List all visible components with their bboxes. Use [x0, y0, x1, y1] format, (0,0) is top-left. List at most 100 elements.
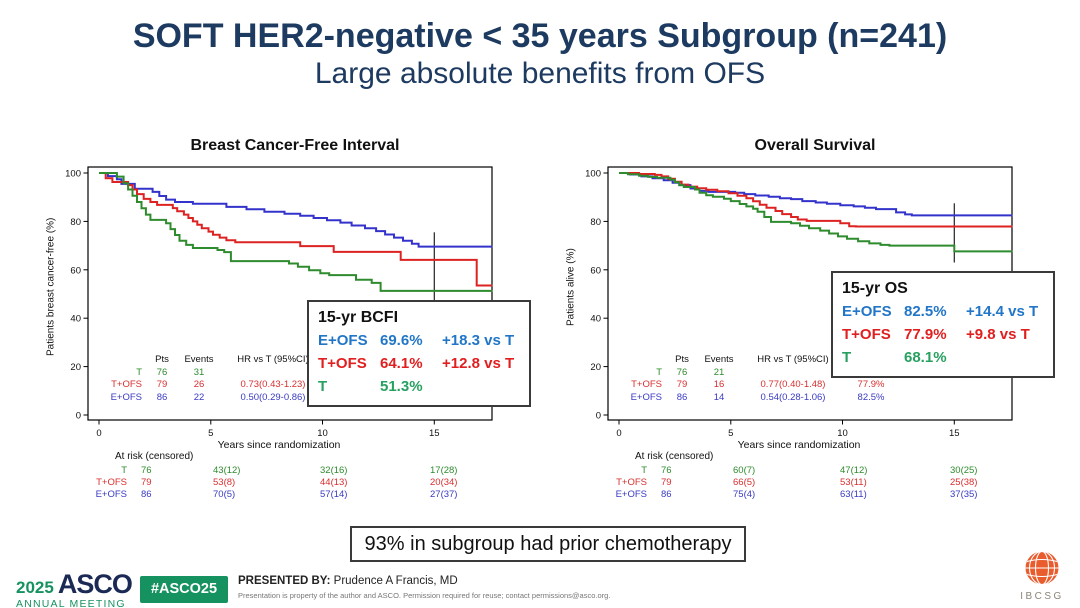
- result-row-diff: [442, 375, 520, 398]
- x-tick-label: 15: [429, 428, 440, 439]
- stats-row-pts: 86: [156, 391, 168, 403]
- stats-row-name: T: [656, 366, 662, 378]
- stats-row-name: T+OFS: [111, 379, 142, 390]
- result-row-value: 77.9%: [904, 326, 947, 343]
- atrisk-value: 66(5): [733, 477, 756, 488]
- result-row: T 51.3%: [318, 375, 520, 398]
- ibcsg-wordmark: IBCSG: [1020, 591, 1064, 602]
- y-tick-label: 20: [590, 362, 601, 373]
- os-result-box: 15-yr OS E+OFS 82.5% +14.4 vs T T+OFS 77…: [831, 271, 1055, 378]
- stats-row-est: 77.9%: [857, 379, 885, 390]
- stats-row-pts: 79: [676, 379, 688, 390]
- atrisk-row-name: T+OFS: [616, 477, 647, 488]
- permission-disclaimer: Presentation is property of the author a…: [238, 591, 611, 600]
- x-tick-label: 5: [208, 428, 213, 439]
- atrisk-row-name: E+OFS: [95, 489, 127, 500]
- atrisk-value: 43(12): [213, 465, 241, 476]
- os-plot: 0 20 40 60 80 100 0 5 10 15: [585, 166, 1013, 439]
- hashtag-badge: #ASCO25: [140, 576, 228, 603]
- bcfi-y-axis-label: Patients breast cancer-free (%): [45, 217, 57, 357]
- stats-row-pts: 76: [156, 366, 168, 378]
- atrisk-value: 86: [141, 489, 152, 500]
- os-atrisk-label: At risk (censored): [635, 451, 714, 462]
- y-tick-label: 40: [590, 314, 601, 325]
- stats-row-pts: 86: [676, 391, 688, 403]
- atrisk-value: 86: [661, 489, 672, 500]
- stats-row-hr: 0.54(0.28-1.06): [760, 391, 826, 403]
- result-row-value: 68.1%: [904, 349, 947, 366]
- result-row: T+OFS 64.1% +12.8 vs T: [318, 352, 520, 375]
- os-chart-title: Overall Survival: [754, 137, 876, 154]
- result-row-diff: +9.8 vs T: [966, 326, 1030, 343]
- bcfi-x-axis-label: Years since randomization: [217, 439, 341, 451]
- result-row-name: E+OFS: [318, 332, 368, 349]
- result-box-title: 15-yr OS: [842, 280, 908, 297]
- result-row-value: 82.5%: [904, 303, 947, 320]
- stats-row-name: T: [136, 366, 142, 378]
- asco-logo-top: 2025 ASCO: [16, 569, 133, 599]
- result-row: T+OFS 77.9% +9.8 vs T: [842, 323, 1044, 346]
- y-tick-label: 60: [590, 265, 601, 276]
- km-curve-t: [619, 172, 1013, 253]
- stats-header-spacer: [97, 354, 147, 367]
- atrisk-value: 44(13): [320, 477, 348, 488]
- result-box-title: 15-yr BCFI: [318, 309, 399, 326]
- result-row-name: T: [318, 378, 328, 395]
- atrisk-value: 60(7): [733, 465, 756, 476]
- atrisk-value: 32(16): [320, 465, 348, 476]
- slide-title-line2: Large absolute benefits from OFS: [314, 57, 766, 91]
- atrisk-value: 75(4): [733, 489, 756, 500]
- atrisk-value: 53(11): [840, 477, 867, 488]
- stats-row-events: 31: [193, 366, 205, 378]
- y-tick-label: 40: [70, 314, 81, 325]
- stats-row-name: T+OFS: [631, 379, 662, 390]
- stats-header-pts: Pts: [675, 354, 689, 365]
- atrisk-value: 25(38): [950, 477, 978, 488]
- y-tick-label: 20: [70, 362, 81, 373]
- atrisk-row-name: T: [121, 465, 127, 476]
- y-tick-label: 0: [76, 411, 81, 422]
- stats-row-events: 21: [713, 366, 725, 378]
- atrisk-value: 53(8): [213, 477, 236, 488]
- plot-frame: [87, 166, 493, 421]
- atrisk-value: 63(11): [840, 489, 867, 500]
- y-tick-label: 0: [596, 411, 601, 422]
- km-curve-t-ofs: [99, 172, 493, 287]
- stats-row-events: 26: [193, 379, 205, 390]
- stats-header-spacer: [617, 354, 667, 367]
- asco-year: 2025: [16, 578, 54, 597]
- asco-wordmark: ASCO: [57, 569, 133, 599]
- result-row-diff: +12.8 vs T: [442, 355, 515, 372]
- bcfi-result-box: 15-yr BCFI E+OFS 69.6% +18.3 vs T T+OFS …: [307, 300, 531, 407]
- asco-logo: 2025 ASCO ANNUAL MEETING: [16, 569, 133, 608]
- km-curve-t: [99, 172, 493, 292]
- stats-row-hr: [741, 367, 845, 380]
- atrisk-value: 47(12): [840, 465, 868, 476]
- result-row-diff: [966, 346, 1044, 369]
- result-row: E+OFS 82.5% +14.4 vs T: [842, 300, 1044, 323]
- result-row: T 68.1%: [842, 346, 1044, 369]
- km-curve-e-ofs: [99, 172, 493, 248]
- stats-row-hr: 0.73(0.43-1.23): [240, 379, 306, 390]
- atrisk-value: 79: [141, 477, 152, 488]
- x-tick-label: 15: [949, 428, 960, 439]
- bcfi-panel: Breast Cancer-Free Interval Patients bre…: [45, 133, 545, 508]
- x-tick-label: 10: [317, 428, 328, 439]
- result-row-value: 64.1%: [380, 355, 423, 372]
- x-tick-label: 10: [837, 428, 848, 439]
- result-row-diff: +14.4 vs T: [966, 303, 1039, 320]
- stats-row-pts: 76: [676, 366, 688, 378]
- stats-header-events: Events: [704, 354, 734, 365]
- result-row-name: T+OFS: [842, 326, 891, 343]
- asco-annual-meeting: ANNUAL MEETING: [16, 598, 126, 608]
- chemotherapy-callout: 93% in subgroup had prior chemotherapy: [350, 526, 746, 562]
- stats-row-est: 82.5%: [857, 391, 885, 403]
- result-row-name: E+OFS: [842, 303, 892, 320]
- y-tick-label: 80: [590, 217, 601, 228]
- y-tick-label: 80: [70, 217, 81, 228]
- result-row-value: 69.6%: [380, 332, 423, 349]
- os-atrisk-table: T 76 60(7) 47(12) 30(25) T+OFS 79 66(5) …: [583, 465, 1034, 501]
- km-curve-t-ofs: [619, 172, 1013, 228]
- result-row-value: 51.3%: [380, 378, 423, 395]
- presented-by-label: PRESENTED BY:: [238, 575, 331, 587]
